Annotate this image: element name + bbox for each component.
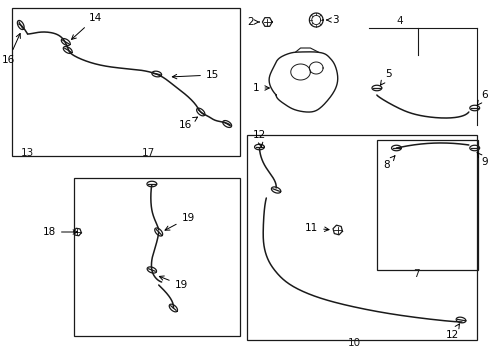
Text: 16: 16 bbox=[178, 117, 197, 130]
Text: 7: 7 bbox=[412, 269, 419, 279]
Text: 11: 11 bbox=[305, 223, 328, 233]
Text: 15: 15 bbox=[172, 70, 219, 80]
Text: 3: 3 bbox=[326, 15, 338, 25]
Text: 13: 13 bbox=[20, 148, 34, 158]
Text: 19: 19 bbox=[165, 213, 194, 230]
Text: 19: 19 bbox=[159, 276, 187, 290]
Text: 16: 16 bbox=[1, 33, 20, 65]
Text: 5: 5 bbox=[380, 69, 391, 85]
Text: 12: 12 bbox=[445, 324, 459, 340]
Bar bbox=[246, 135, 476, 340]
Text: 2: 2 bbox=[246, 17, 259, 27]
Bar bbox=[12, 8, 240, 156]
Text: 18: 18 bbox=[42, 227, 78, 237]
Text: 1: 1 bbox=[252, 83, 269, 93]
Text: 12: 12 bbox=[252, 130, 265, 147]
Bar bbox=[376, 140, 477, 270]
Bar bbox=[73, 178, 240, 336]
Text: 14: 14 bbox=[71, 13, 102, 39]
Text: 4: 4 bbox=[396, 16, 402, 26]
Text: 6: 6 bbox=[476, 90, 487, 105]
Text: 8: 8 bbox=[383, 156, 394, 170]
Text: 17: 17 bbox=[142, 148, 155, 158]
Text: 9: 9 bbox=[476, 152, 487, 167]
Text: 10: 10 bbox=[347, 338, 360, 348]
